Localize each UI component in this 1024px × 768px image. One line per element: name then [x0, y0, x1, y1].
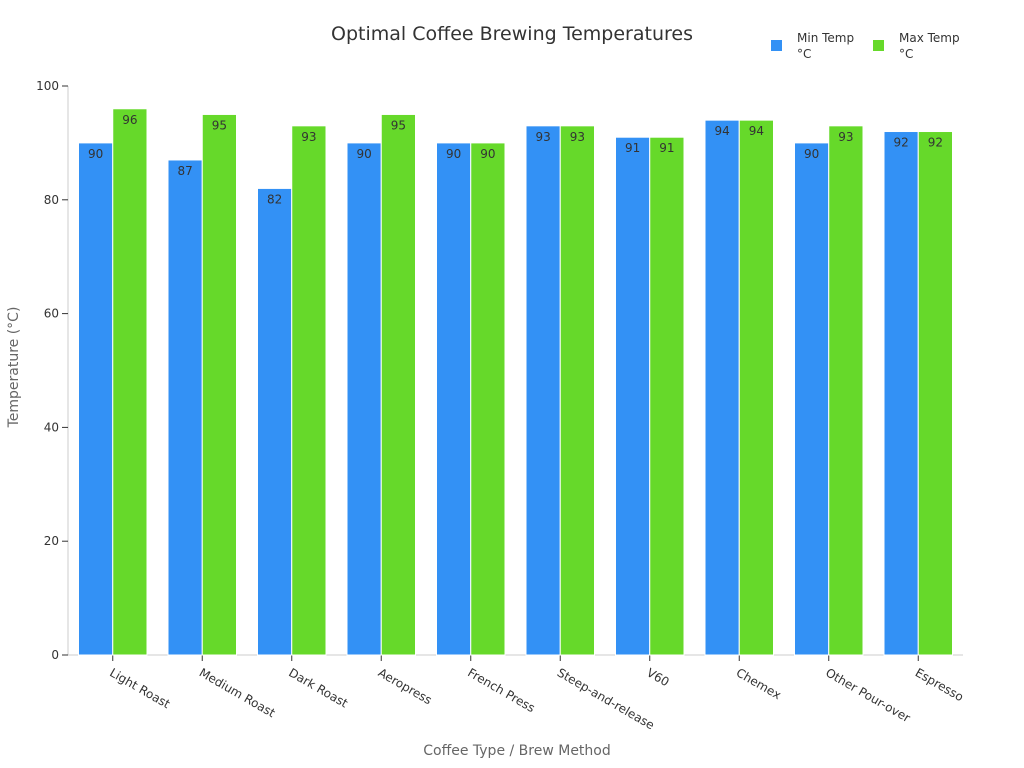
- x-tick-label: Dark Roast: [286, 665, 350, 710]
- x-tick-label: V60: [644, 665, 671, 689]
- data-label: 93: [535, 130, 550, 144]
- data-label: 91: [659, 141, 674, 155]
- y-tick-label: 100: [36, 79, 59, 93]
- data-label: 92: [928, 136, 943, 150]
- x-tick-label: Espresso: [913, 665, 966, 704]
- bar: [112, 108, 148, 656]
- y-tick-label: 80: [44, 193, 59, 207]
- bar: [525, 125, 561, 656]
- x-tick-label: French Press: [465, 665, 537, 715]
- bar: [201, 113, 237, 656]
- bar: [346, 142, 382, 656]
- data-label: 93: [301, 130, 316, 144]
- legend: Min Temp °C Max Temp °C: [771, 31, 960, 61]
- x-tick-label: Steep-and-release: [555, 665, 657, 732]
- data-label: 91: [625, 141, 640, 155]
- data-label: 93: [838, 130, 853, 144]
- y-tick-label: 20: [44, 534, 59, 548]
- data-label: 90: [446, 147, 461, 161]
- data-label: 87: [177, 164, 192, 178]
- bar: [828, 125, 864, 656]
- bar: [436, 142, 472, 656]
- x-tick-label: Light Roast: [107, 665, 172, 711]
- y-axis-title: Temperature (°C): [6, 307, 22, 429]
- data-label: 93: [570, 130, 585, 144]
- data-label: 95: [391, 118, 406, 132]
- bar: [78, 142, 114, 656]
- data-label: 90: [88, 147, 103, 161]
- bar: [559, 125, 595, 656]
- legend-label: Min Temp °C: [797, 31, 854, 61]
- chart-title: Optimal Coffee Brewing Temperatures: [331, 23, 693, 45]
- legend-swatch: [771, 40, 782, 51]
- bar: [167, 159, 203, 656]
- data-label: 90: [804, 147, 819, 161]
- y-tick-label: 60: [44, 307, 59, 321]
- bar: [794, 142, 830, 656]
- legend-swatch: [873, 40, 884, 51]
- bar: [291, 125, 327, 656]
- bar: [257, 187, 293, 656]
- data-label: 96: [122, 113, 137, 127]
- x-axis-title: Coffee Type / Brew Method: [423, 743, 611, 759]
- x-tick-label: Aeropress: [376, 665, 435, 707]
- bar: [738, 119, 774, 656]
- data-label: 94: [749, 124, 764, 138]
- bar: [380, 113, 416, 656]
- bar: [649, 136, 685, 656]
- y-tick-label: 0: [51, 648, 59, 662]
- bar: [470, 142, 506, 656]
- bar: [704, 119, 740, 656]
- bar: [883, 131, 919, 656]
- data-label: 95: [212, 118, 227, 132]
- data-label: 90: [480, 147, 495, 161]
- bar: [917, 131, 953, 656]
- data-label: 82: [267, 192, 282, 206]
- legend-label: Max Temp °C: [899, 31, 960, 61]
- data-label: 90: [356, 147, 371, 161]
- plot-area: 0 20 40 60 80 100 Light Roast 90 96 Medium Roast 8…: [36, 79, 966, 732]
- y-tick-label: 40: [44, 420, 59, 434]
- data-label: 94: [714, 124, 729, 138]
- bar: [615, 136, 651, 656]
- data-label: 92: [893, 136, 908, 150]
- x-tick-label: Other Pour-over: [823, 665, 912, 725]
- x-tick-label: Chemex: [734, 665, 784, 702]
- x-tick-label: Medium Roast: [197, 665, 278, 720]
